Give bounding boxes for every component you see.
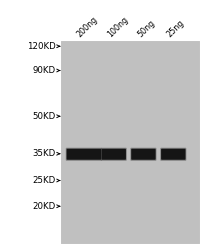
Text: 50KD: 50KD bbox=[33, 112, 56, 121]
Text: 90KD: 90KD bbox=[33, 66, 56, 75]
Text: 50ng: 50ng bbox=[136, 18, 157, 39]
FancyBboxPatch shape bbox=[67, 149, 101, 160]
Text: 35KD: 35KD bbox=[33, 149, 56, 158]
Text: 20KD: 20KD bbox=[33, 202, 56, 211]
FancyBboxPatch shape bbox=[160, 148, 186, 161]
FancyBboxPatch shape bbox=[130, 148, 156, 161]
Text: 200ng: 200ng bbox=[75, 14, 100, 39]
FancyBboxPatch shape bbox=[131, 149, 156, 160]
Bar bbox=[58, 38, 202, 247]
FancyBboxPatch shape bbox=[161, 149, 186, 160]
Text: 25KD: 25KD bbox=[33, 176, 56, 185]
Text: 100ng: 100ng bbox=[106, 14, 130, 39]
Text: 25ng: 25ng bbox=[165, 18, 186, 39]
Text: 120KD: 120KD bbox=[27, 42, 56, 51]
FancyBboxPatch shape bbox=[101, 149, 126, 160]
Bar bbox=[60, 40, 201, 245]
FancyBboxPatch shape bbox=[66, 148, 102, 161]
FancyBboxPatch shape bbox=[101, 148, 127, 161]
